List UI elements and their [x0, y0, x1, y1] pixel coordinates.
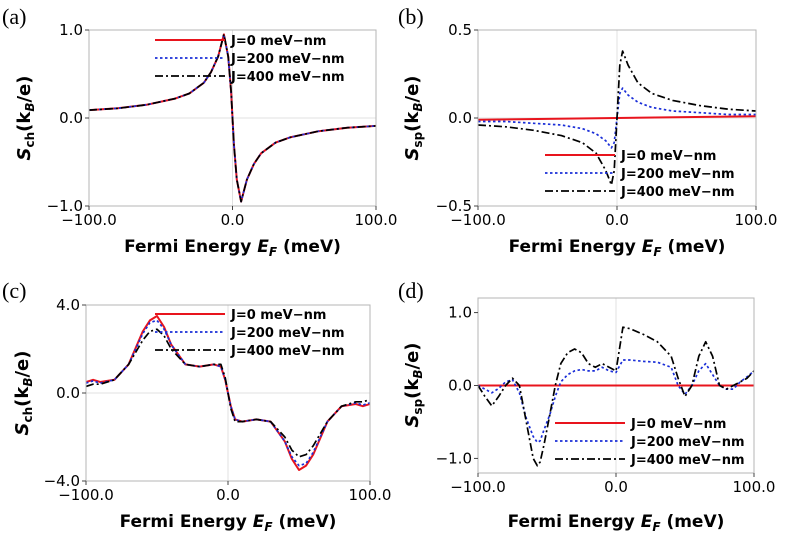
- panel-label: (c): [2, 278, 26, 303]
- x-axis-label: Fermi Energy EF (meV): [120, 512, 337, 534]
- x-axis-label: Fermi Energy EF (meV): [508, 512, 725, 534]
- x-tick-label: 100.0: [349, 486, 392, 504]
- panel-b: −100.0 0.0 100.0 0.5 0.0 −0.5 (b) Fermi Energy …: [398, 4, 777, 259]
- x-tick-label: −100.0: [61, 211, 117, 229]
- panel-a: −100.0 0.0 100.0 1.0 0.0 −1.0 (a) Fermi Energy …: [2, 4, 397, 259]
- x-tick-label: 0.0: [221, 211, 245, 229]
- legend-label-0: J=0 meV−nm: [620, 149, 716, 164]
- x-tick-label: −100.0: [58, 486, 114, 504]
- x-tick-label: 0.0: [216, 486, 240, 504]
- x-tick-label: 0.0: [604, 478, 628, 496]
- legend-label-1: J=200 meV−nm: [630, 435, 745, 450]
- series-group: [478, 50, 756, 186]
- legend: J=0 meV−nm J=200 meV−nm J=400 meV−nm: [545, 149, 735, 200]
- x-tick-label: 0.0: [605, 211, 629, 229]
- legend: J=0 meV−nm J=200 meV−nm J=400 meV−nm: [155, 34, 345, 85]
- series-line-2: [89, 33, 376, 203]
- series-group: [478, 326, 754, 467]
- legend-label-2: J=400 meV−nm: [630, 453, 745, 468]
- panel-d: −100.0 0.0 100.0 1.0 0.0 −1.0 (d) Fermi Energy …: [398, 278, 775, 534]
- y-axis-label: Ssp(kB/e): [402, 342, 425, 427]
- y-tick-label: 0.0: [59, 109, 83, 127]
- y-tick-label: 4.0: [56, 296, 80, 314]
- panel-c: −100.0 0.0 100.0 4.0 0.0 −4.0 (c) Fermi Energy …: [2, 278, 391, 534]
- y-tick-label: 0.0: [448, 377, 472, 395]
- series-line-1: [478, 359, 754, 444]
- y-tick-label: 0.5: [448, 21, 472, 39]
- x-axis-label: Fermi Energy EF (meV): [124, 237, 341, 259]
- x-tick-label: −100.0: [450, 211, 506, 229]
- legend-label-2: J=400 meV−nm: [620, 185, 735, 200]
- series-line-2: [478, 50, 756, 186]
- y-tick-label: 0.0: [448, 109, 472, 127]
- legend-label-0: J=0 meV−nm: [230, 308, 326, 323]
- y-tick-label: −1.0: [436, 449, 472, 467]
- legend: J=0 meV−nm J=200 meV−nm J=400 meV−nm: [555, 417, 745, 468]
- series-line-2: [478, 326, 754, 467]
- legend: J=0 meV−nm J=200 meV−nm J=400 meV−nm: [155, 308, 345, 359]
- y-tick-label: 1.0: [448, 304, 472, 322]
- x-tick-label: 100.0: [733, 478, 776, 496]
- y-tick-label: −0.5: [436, 197, 472, 215]
- x-axis-label: Fermi Energy EF (meV): [509, 237, 726, 259]
- x-tick-label: −100.0: [450, 478, 506, 496]
- legend-label-1: J=200 meV−nm: [620, 167, 735, 182]
- legend-label-1: J=200 meV−nm: [230, 326, 345, 341]
- series-group: [89, 33, 376, 203]
- y-axis-label: Ssp(kB/e): [402, 75, 425, 160]
- legend-label-2: J=400 meV−nm: [230, 344, 345, 359]
- legend-label-0: J=0 meV−nm: [630, 417, 726, 432]
- y-tick-label: 1.0: [59, 21, 83, 39]
- series-line-2: [86, 328, 370, 458]
- panel-label: (d): [398, 278, 424, 303]
- y-tick-label: 0.0: [56, 384, 80, 402]
- legend-label-1: J=200 meV−nm: [230, 52, 345, 67]
- x-tick-label: 100.0: [355, 211, 398, 229]
- series-group: [86, 315, 370, 471]
- y-tick-label: −1.0: [47, 197, 83, 215]
- legend-label-2: J=400 meV−nm: [230, 70, 345, 85]
- panel-label: (b): [398, 4, 424, 29]
- legend-label-0: J=0 meV−nm: [230, 34, 326, 49]
- y-tick-label: −4.0: [44, 472, 80, 490]
- y-axis-label: Sch(kB/e): [14, 76, 37, 161]
- y-axis-label: Sch(kB/e): [12, 351, 35, 436]
- x-tick-label: 100.0: [735, 211, 778, 229]
- panel-label: (a): [2, 4, 26, 29]
